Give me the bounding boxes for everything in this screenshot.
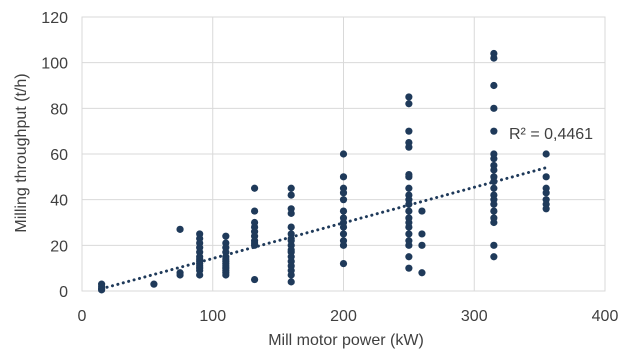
- data-point: [418, 241, 426, 249]
- data-point: [490, 154, 498, 163]
- data-point: [405, 264, 413, 272]
- data-point: [405, 143, 413, 151]
- data-point: [339, 150, 348, 158]
- data-point: [287, 223, 295, 231]
- data-point: [405, 184, 413, 192]
- r-squared-label: R² = 0,4461: [509, 126, 593, 143]
- data-point: [250, 207, 259, 215]
- data-point: [222, 232, 230, 240]
- y-tick-label: 20: [50, 238, 68, 255]
- data-point: [542, 150, 550, 158]
- data-point: [405, 93, 413, 101]
- data-point: [405, 241, 413, 249]
- y-tick-label: 40: [50, 193, 68, 210]
- data-point: [196, 271, 204, 279]
- data-point: [418, 207, 426, 215]
- data-point: [418, 269, 426, 277]
- data-point: [490, 241, 498, 249]
- data-point: [339, 260, 348, 268]
- data-point: [405, 207, 413, 215]
- trendline: [100, 166, 548, 291]
- data-point: [339, 241, 348, 249]
- data-point: [339, 223, 348, 231]
- y-tick-label: 80: [50, 101, 68, 118]
- data-point: [222, 271, 230, 279]
- data-point: [176, 225, 184, 233]
- data-point: [339, 207, 348, 215]
- data-point: [339, 230, 348, 238]
- data-point: [418, 230, 426, 238]
- data-point: [287, 209, 295, 217]
- data-point: [287, 184, 295, 192]
- data-point: [250, 184, 259, 192]
- data-point: [490, 166, 498, 174]
- data-point: [490, 200, 498, 208]
- y-tick-labels: 0 20 40 60 80 100 120: [41, 10, 68, 301]
- trendline-path: [100, 166, 548, 291]
- data-point: [339, 196, 348, 204]
- plot-area-border: [81, 16, 606, 292]
- data-point: [405, 223, 413, 231]
- data-point: [405, 100, 413, 108]
- y-axis-title: Milling throughput (t/h): [13, 73, 30, 232]
- y-tick-label: 100: [41, 56, 68, 73]
- data-point: [490, 54, 498, 62]
- x-tick-label: 100: [199, 308, 226, 325]
- y-tick-label: 60: [50, 147, 68, 164]
- y-tick-label: 120: [41, 10, 68, 27]
- data-point: [542, 205, 550, 213]
- data-point: [176, 271, 184, 279]
- x-tick-label: 200: [330, 308, 357, 325]
- data-point: [405, 230, 413, 238]
- data-point: [542, 189, 550, 197]
- y-tick-label: 0: [59, 284, 68, 301]
- data-point: [150, 280, 158, 288]
- x-tick-label: 0: [78, 308, 87, 325]
- data-point: [339, 189, 348, 197]
- x-tick-label: 400: [592, 308, 619, 325]
- data-point: [287, 191, 295, 199]
- data-point: [287, 278, 295, 286]
- data-point: [490, 104, 498, 112]
- data-point: [490, 253, 498, 261]
- data-point: [490, 81, 498, 90]
- data-point: [405, 173, 413, 181]
- data-point: [250, 275, 259, 284]
- data-point: [287, 271, 295, 279]
- data-point: [490, 184, 498, 192]
- x-tick-label: 300: [461, 308, 488, 325]
- data-point: [405, 127, 413, 135]
- data-point: [339, 173, 348, 181]
- data-points: [98, 49, 550, 294]
- x-tick-labels: 0 100 200 300 400: [78, 308, 619, 325]
- data-point: [490, 207, 498, 215]
- data-point: [542, 173, 550, 181]
- data-point: [490, 218, 498, 227]
- x-axis-title: Mill motor power (kW): [268, 332, 424, 349]
- data-point: [405, 253, 413, 261]
- data-point: [490, 127, 498, 135]
- gridlines: [81, 16, 606, 292]
